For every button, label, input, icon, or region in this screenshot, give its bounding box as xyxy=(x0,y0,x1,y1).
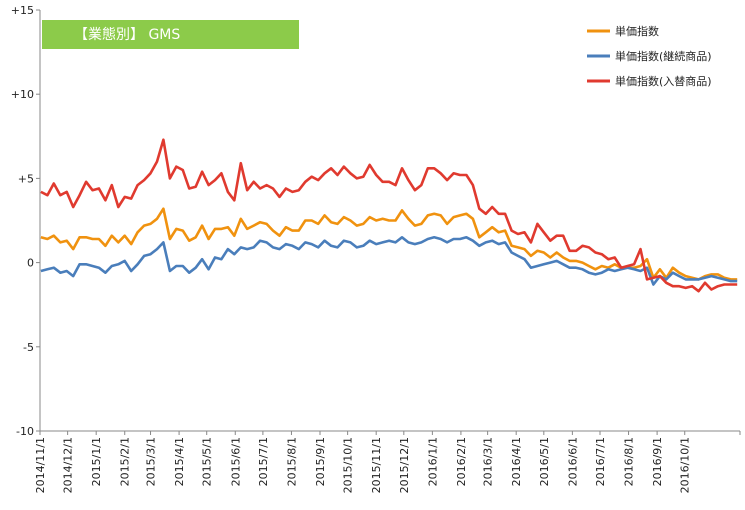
y-tick-label: -10 xyxy=(16,425,34,438)
x-tick-label: 2016/10/1 xyxy=(679,437,692,493)
chart-title-banner: 【業態別】 GMS xyxy=(42,20,299,49)
series-line-3 xyxy=(40,138,738,293)
x-tick-label: 2015/12/1 xyxy=(398,437,411,493)
x-tick-label: 2015/8/1 xyxy=(285,437,298,486)
x-tick-label: 2014/12/1 xyxy=(62,437,75,493)
x-tick-label: 2015/11/1 xyxy=(370,437,383,493)
x-tick-label: 2015/6/1 xyxy=(229,437,242,486)
x-tick-label: 2016/7/1 xyxy=(594,437,607,486)
x-tick-label: 2015/10/1 xyxy=(342,437,355,493)
x-tick-label: 2015/3/1 xyxy=(145,437,158,486)
x-tick-label: 2015/2/1 xyxy=(119,437,132,486)
x-tick-label: 2015/5/1 xyxy=(201,437,214,486)
x-tick-label: 2015/9/1 xyxy=(314,437,327,486)
y-tick-label: 0 xyxy=(27,257,34,270)
chart-title: 【業態別】 GMS xyxy=(74,27,180,43)
x-tick-label: 2016/6/1 xyxy=(566,437,579,486)
x-tick-label: 2016/3/1 xyxy=(482,437,495,486)
x-tick-label: 2016/8/1 xyxy=(623,437,636,486)
y-tick-label: +15 xyxy=(11,4,34,17)
x-tick-label: 2016/4/1 xyxy=(510,437,523,486)
x-tick-label: 2016/2/1 xyxy=(455,437,468,486)
y-tick-label: +10 xyxy=(11,88,34,101)
chart-title-background xyxy=(42,20,299,49)
y-tick-label: +5 xyxy=(18,172,34,185)
series-line-2 xyxy=(40,236,738,286)
x-tick-label: 2016/5/1 xyxy=(538,437,551,486)
x-tick-label: 2016/1/1 xyxy=(426,437,439,486)
legend-label: 単価指数(継続商品) xyxy=(615,49,712,63)
x-tick-label: 2016/9/1 xyxy=(651,437,664,486)
x-tick-label: 2015/7/1 xyxy=(257,437,270,486)
legend-label: 単価指数(入替商品) xyxy=(615,74,712,88)
x-tick-label: 2014/11/1 xyxy=(34,437,47,493)
x-tick-label: 2015/4/1 xyxy=(173,437,186,486)
x-tick-label: 2015/1/1 xyxy=(90,437,103,486)
y-tick-label: -5 xyxy=(23,341,34,354)
legend-label: 単価指数 xyxy=(615,24,659,38)
